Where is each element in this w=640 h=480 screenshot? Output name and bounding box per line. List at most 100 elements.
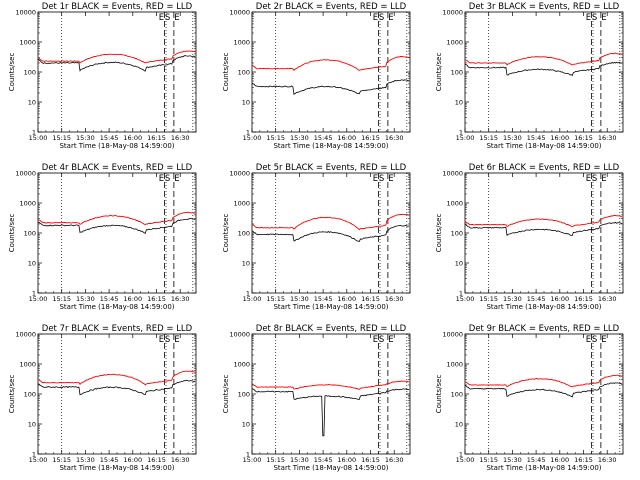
x-tick-label: 16:30 (598, 456, 617, 464)
y-tick-label: 10 (242, 98, 250, 106)
x-tick-label: 15:15 (479, 456, 498, 464)
marker-label: S (379, 335, 384, 345)
series-events-line (37, 379, 196, 396)
marker-label: E (388, 174, 393, 184)
x-tick-label: 15:00 (456, 295, 475, 303)
marker-label: E (601, 13, 606, 23)
y-tick-label: 100 (24, 229, 36, 237)
marker-label: E (174, 174, 179, 184)
y-tick-label: 10 (242, 420, 250, 428)
panel-title: Det 4r BLACK = Events, RED = LLD (42, 163, 193, 173)
x-tick-label: 15:15 (52, 295, 71, 303)
marker-label: E (159, 174, 164, 184)
y-tick-label: 10 (28, 259, 36, 267)
panel-4: Det 4r BLACK = Events, RED = LLD 1 10 100 10… (8, 163, 197, 311)
y-tick-label: 10000 (229, 330, 250, 338)
marker-label: S (592, 174, 597, 184)
x-tick-label: 15:45 (527, 295, 546, 303)
x-axis-label: Start Time (18-May-08 14:59:00) (59, 464, 174, 472)
x-tick-label: 15:00 (243, 295, 262, 303)
panel-5: Det 5r BLACK = Events, RED = LLD 1 10 100 10… (222, 163, 411, 311)
panel-6: Det 6r BLACK = Events, RED = LLD 1 10 100 10… (435, 163, 624, 311)
x-axis-label: Start Time (18-May-08 14:59:00) (273, 464, 388, 472)
x-tick-label: 16:00 (550, 295, 569, 303)
x-tick-label: 15:15 (52, 134, 71, 142)
y-tick-label: 10 (455, 420, 463, 428)
x-tick-label: 15:30 (503, 456, 522, 464)
panel-7: Det 7r BLACK = Events, RED = LLD 1 10 100 10… (8, 324, 197, 472)
panel-title: Det 1r BLACK = Events, RED = LLD (42, 2, 193, 12)
marker-label: E (388, 13, 393, 23)
x-tick-label: 15:00 (29, 456, 48, 464)
series-lld-line (464, 215, 623, 228)
y-tick-label: 1 (459, 289, 463, 297)
marker-label: E (601, 335, 606, 345)
x-axis-label: Start Time (18-May-08 14:59:00) (486, 142, 601, 150)
x-tick-label: 15:00 (243, 456, 262, 464)
panel-title: Det 5r BLACK = Events, RED = LLD (256, 163, 407, 173)
y-tick-label: 100 (238, 68, 250, 76)
x-tick-label: 15:45 (100, 295, 119, 303)
x-tick-label: 16:00 (123, 295, 142, 303)
y-tick-label: 1000 (233, 199, 250, 207)
x-tick-label: 16:15 (361, 456, 380, 464)
marker-label: E (373, 335, 378, 345)
x-tick-label: 15:15 (266, 295, 285, 303)
y-tick-label: 1000 (233, 360, 250, 368)
y-tick-label: 100 (238, 390, 250, 398)
y-tick-label: 1 (246, 289, 250, 297)
panel-9: Det 9r BLACK = Events, RED = LLD 1 10 100 10… (435, 324, 624, 472)
y-tick-label: 1000 (19, 38, 36, 46)
series-lld-line (251, 55, 410, 71)
x-tick-label: 16:30 (385, 456, 404, 464)
x-tick-label: 16:00 (550, 134, 569, 142)
y-tick-label: 1 (246, 450, 250, 458)
y-tick-label: 100 (451, 390, 463, 398)
series-lld-line (464, 52, 623, 66)
x-tick-label: 15:15 (52, 456, 71, 464)
marker-label: S (165, 174, 170, 184)
marker-label: E (388, 335, 393, 345)
series-lld-line (37, 370, 196, 386)
y-tick-label: 1000 (233, 38, 250, 46)
x-tick-label: 15:45 (527, 456, 546, 464)
panel-1: Det 1r BLACK = Events, RED = LLD 1 10 100 10… (8, 2, 197, 150)
x-tick-label: 16:30 (598, 134, 617, 142)
x-tick-label: 15:15 (479, 295, 498, 303)
x-axis-label: Start Time (18-May-08 14:59:00) (59, 303, 174, 311)
y-tick-label: 100 (451, 229, 463, 237)
x-axis-label: Start Time (18-May-08 14:59:00) (273, 303, 388, 311)
panel-title: Det 9r BLACK = Events, RED = LLD (469, 324, 620, 334)
x-tick-label: 15:30 (290, 295, 309, 303)
marker-label: S (379, 13, 384, 23)
x-tick-label: 15:30 (503, 134, 522, 142)
x-tick-label: 16:15 (574, 456, 593, 464)
marker-label: E (159, 13, 164, 23)
y-tick-label: 10 (242, 259, 250, 267)
x-tick-label: 16:15 (361, 295, 380, 303)
series-lld-line (251, 213, 410, 231)
panel-title: Det 3r BLACK = Events, RED = LLD (469, 2, 620, 12)
x-tick-label: 16:30 (598, 295, 617, 303)
marker-label: S (165, 13, 170, 23)
x-tick-label: 15:15 (266, 456, 285, 464)
series-events-line (251, 79, 410, 96)
x-tick-label: 16:30 (171, 134, 190, 142)
marker-label: E (601, 174, 606, 184)
x-tick-label: 16:15 (361, 134, 380, 142)
y-tick-label: 1000 (19, 360, 36, 368)
marker-label: S (592, 13, 597, 23)
x-tick-label: 16:15 (147, 456, 166, 464)
series-events-line (37, 55, 196, 72)
marker-label: S (165, 335, 170, 345)
series-events-line (464, 61, 623, 77)
x-tick-label: 16:15 (147, 295, 166, 303)
y-axis-label: Counts/sec (8, 375, 16, 414)
series-lld-line (37, 211, 196, 225)
x-axis-label: Start Time (18-May-08 14:59:00) (59, 142, 174, 150)
y-axis-label: Counts/sec (435, 375, 443, 414)
y-axis-label: Counts/sec (222, 53, 230, 92)
panel-3: Det 3r BLACK = Events, RED = LLD 1 10 100 10… (435, 2, 624, 150)
marker-label: S (592, 335, 597, 345)
y-tick-label: 100 (24, 390, 36, 398)
